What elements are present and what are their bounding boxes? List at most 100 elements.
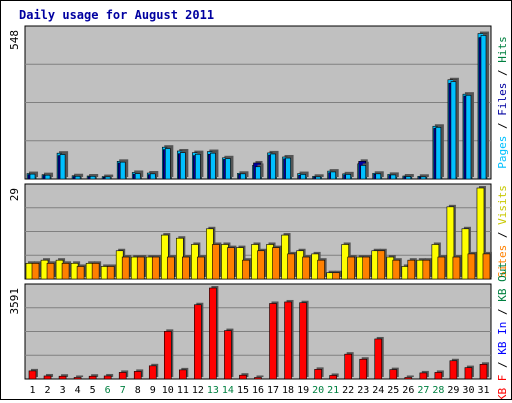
bar-pages bbox=[180, 152, 186, 180]
bar-sites bbox=[46, 263, 55, 280]
legend-bottom: KB F / KB In / KB Out bbox=[496, 262, 509, 399]
bar-sites bbox=[166, 256, 175, 280]
bar-sites bbox=[317, 259, 325, 280]
legend-entry: Files bbox=[496, 83, 509, 116]
bar-sites bbox=[31, 263, 40, 280]
bar-pages bbox=[465, 94, 472, 180]
legend-entry: / bbox=[496, 116, 509, 136]
bar-pages bbox=[89, 175, 96, 180]
bar-kbf bbox=[103, 375, 112, 380]
x-tick-label: 26 bbox=[402, 385, 414, 396]
bar-visits bbox=[476, 187, 485, 280]
bar-pages-shadow bbox=[407, 174, 413, 177]
bar-visits bbox=[446, 206, 455, 280]
bar-sites bbox=[151, 256, 160, 280]
bar-kbf bbox=[179, 369, 187, 380]
bar-sites bbox=[347, 256, 355, 280]
bar-sites bbox=[377, 250, 386, 280]
bar-pages bbox=[450, 81, 457, 180]
bar-kbf-shadow bbox=[256, 375, 264, 377]
bar-kbf bbox=[58, 375, 67, 380]
x-tick-label: 16 bbox=[252, 385, 264, 396]
bar-pages bbox=[330, 171, 336, 180]
bar-kbf bbox=[449, 360, 458, 380]
bar-pages bbox=[210, 152, 216, 180]
bar-kbf bbox=[359, 358, 368, 380]
bar-kbf bbox=[163, 331, 172, 380]
x-tick-label: 6 bbox=[105, 385, 111, 396]
bar-sites bbox=[362, 256, 371, 280]
legend-entry: KB In bbox=[496, 322, 509, 355]
bar-kbf bbox=[464, 367, 473, 380]
legend-entry: KB Out bbox=[496, 262, 509, 302]
x-tick-label: 1 bbox=[30, 385, 36, 396]
legend-entry: KB F bbox=[496, 375, 509, 399]
legend-entry: / bbox=[496, 225, 509, 245]
x-tick-label: 8 bbox=[135, 385, 141, 396]
bar-kbf-shadow bbox=[91, 374, 99, 377]
bar-kbf-shadow bbox=[406, 375, 414, 377]
bar-sites bbox=[61, 263, 70, 280]
x-tick-label: 13 bbox=[207, 385, 219, 396]
bar-sites bbox=[76, 266, 85, 280]
bar-pages bbox=[480, 35, 487, 180]
legend-top: Pages / Files / Hits bbox=[496, 36, 509, 169]
bar-pages-shadow bbox=[107, 174, 113, 177]
bar-sites bbox=[136, 256, 145, 280]
bar-kbf bbox=[299, 302, 307, 380]
x-tick-label: 31 bbox=[477, 385, 489, 396]
bar-sites bbox=[197, 256, 205, 280]
bar-pages bbox=[270, 153, 276, 180]
bar-kbf bbox=[73, 377, 82, 380]
x-tick-label: 11 bbox=[177, 385, 189, 396]
bar-kbf bbox=[374, 338, 383, 380]
x-tick-label: 24 bbox=[372, 385, 384, 396]
bar-kbf bbox=[344, 353, 352, 380]
bar-sites bbox=[392, 259, 401, 280]
bar-sites bbox=[242, 259, 250, 280]
bar-sites bbox=[227, 247, 235, 280]
bar-kbf bbox=[88, 375, 97, 380]
bar-pages bbox=[285, 157, 291, 180]
bar-sites bbox=[437, 256, 446, 280]
bar-pages bbox=[360, 165, 367, 180]
bar-pages bbox=[375, 173, 382, 180]
bar-sites bbox=[482, 253, 491, 280]
bar-kbf bbox=[133, 371, 142, 380]
bar-kbf bbox=[43, 375, 52, 380]
bar-pages bbox=[435, 127, 442, 180]
bar-pages bbox=[119, 161, 126, 180]
bar-pages bbox=[74, 175, 81, 180]
bar-pages-shadow bbox=[77, 174, 83, 177]
bar-pages bbox=[29, 173, 36, 180]
chart-title: Daily usage for August 2011 bbox=[19, 8, 214, 22]
x-tick-label: 30 bbox=[462, 385, 474, 396]
bar-kbf-shadow bbox=[61, 374, 69, 377]
bar-pages bbox=[164, 148, 171, 180]
bar-kbf bbox=[254, 377, 262, 380]
legend-entry: / bbox=[496, 355, 509, 375]
bar-kbf-shadow bbox=[76, 375, 84, 377]
bar-kbf bbox=[284, 301, 292, 380]
bar-pages bbox=[405, 176, 412, 180]
bar-kbf bbox=[389, 369, 398, 380]
x-tick-label: 27 bbox=[417, 385, 429, 396]
bar-pages bbox=[134, 173, 141, 180]
x-tick-label: 17 bbox=[267, 385, 279, 396]
legend-entry: Pages bbox=[496, 136, 509, 169]
bar-pages bbox=[300, 174, 306, 180]
x-tick-label: 22 bbox=[342, 385, 354, 396]
bar-kbf bbox=[224, 330, 232, 380]
bar-pages-shadow bbox=[422, 174, 428, 177]
bar-kbf bbox=[404, 377, 413, 380]
bar-sites bbox=[182, 256, 190, 280]
x-tick-label: 7 bbox=[120, 385, 126, 396]
bar-pages bbox=[315, 176, 321, 180]
bar-pages bbox=[240, 173, 246, 180]
x-tick-label: 12 bbox=[192, 385, 204, 396]
x-tick-label: 9 bbox=[150, 385, 156, 396]
bar-sites bbox=[452, 256, 461, 280]
legend-entry: Visits bbox=[496, 185, 509, 225]
